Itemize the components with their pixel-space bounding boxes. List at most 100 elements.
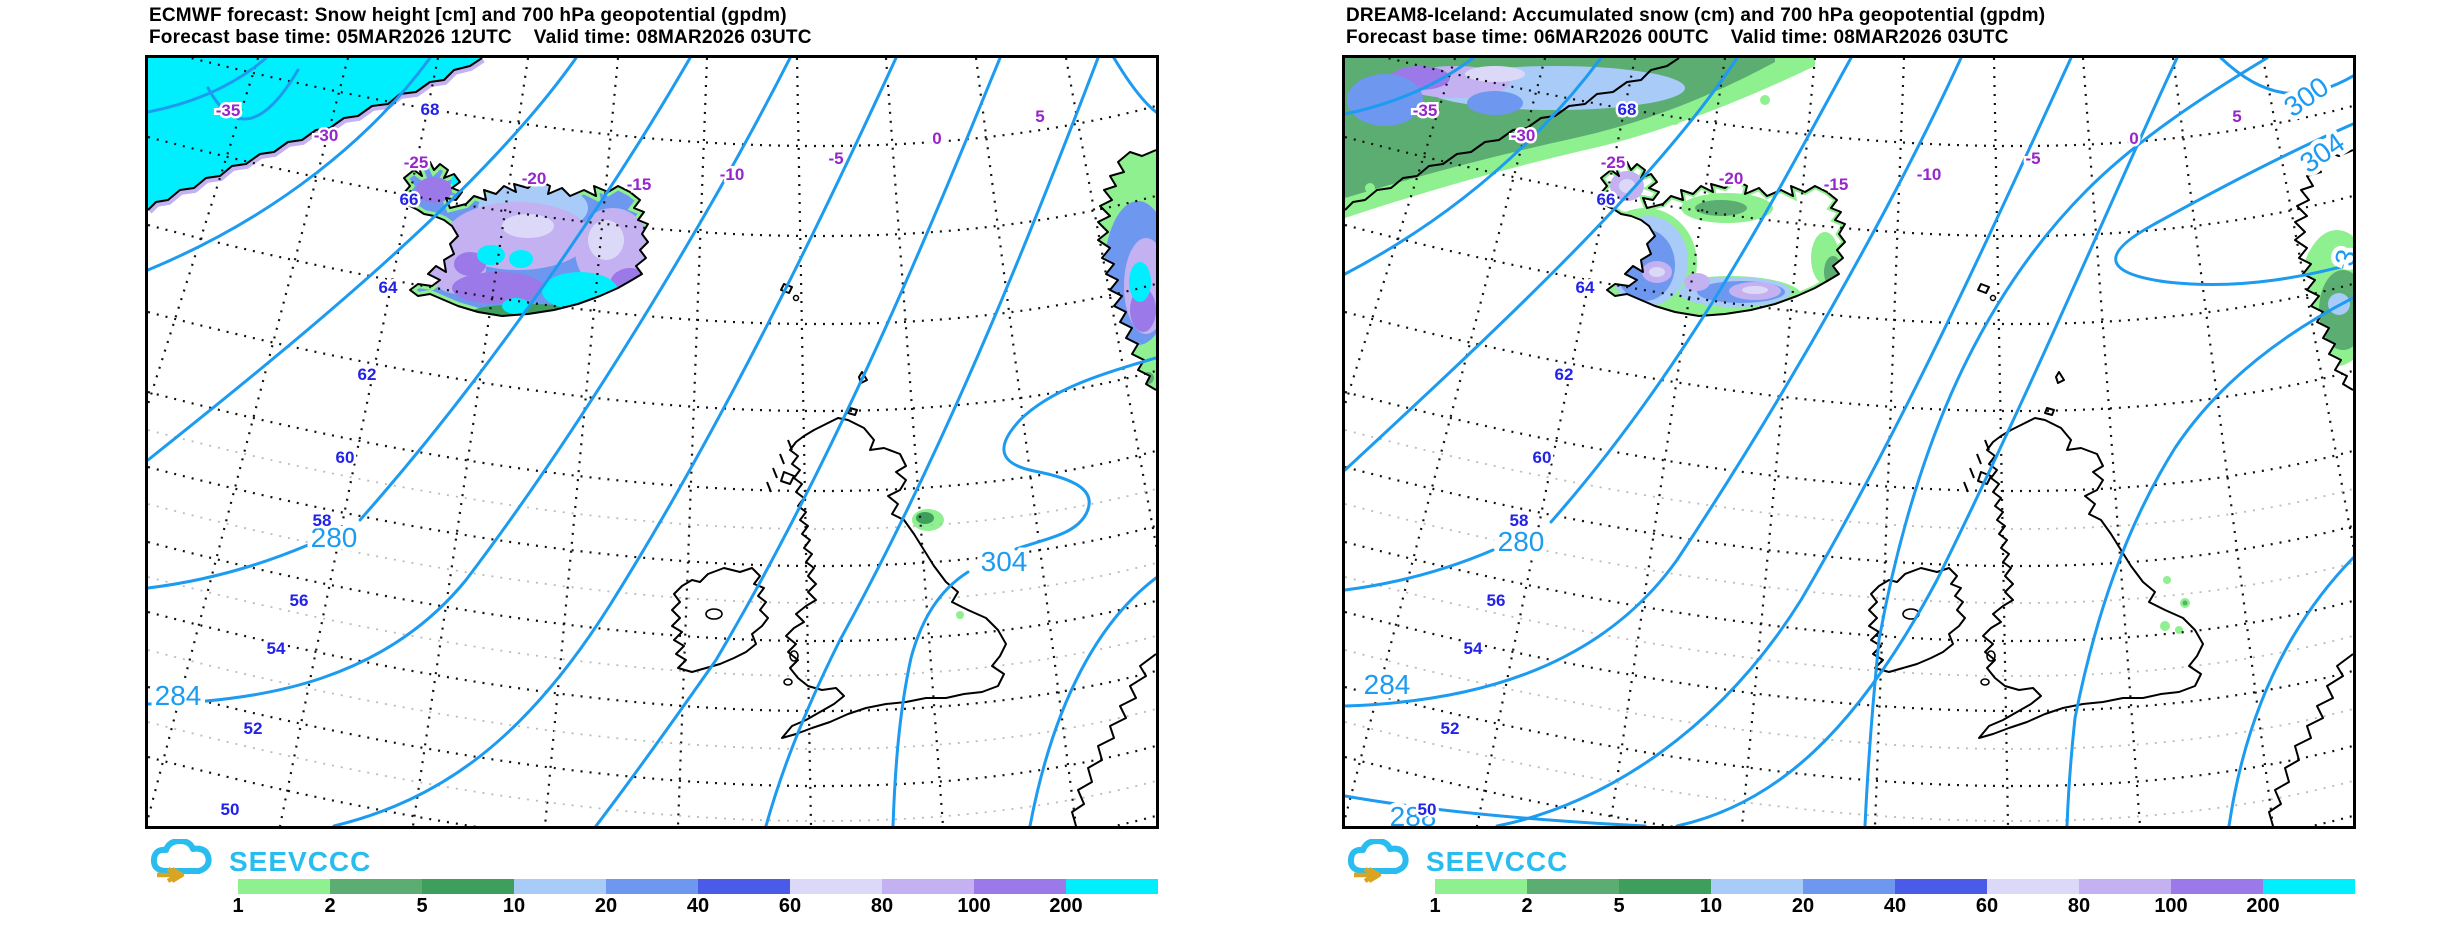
contour-label-280: 280 (311, 522, 358, 553)
colorbar-segment (2171, 879, 2263, 894)
svg-text:-10: -10 (1917, 165, 1942, 184)
svg-text:-35: -35 (216, 101, 241, 120)
svg-text:5: 5 (2232, 107, 2241, 126)
colorbar-tick-label: 40 (686, 895, 710, 917)
svg-text:-25: -25 (404, 153, 429, 172)
seevccc-cloud-icon (1347, 839, 1409, 883)
seevccc-logo-text: SEEVCCC (1426, 846, 1569, 877)
svg-text:54: 54 (1464, 639, 1483, 658)
forecast-map-dream8: 280 284 288 300 304 3 68 66 64 62 60 58 … (1345, 58, 2353, 826)
svg-text:-5: -5 (828, 149, 843, 168)
colorbar-tick-label: 100 (957, 895, 991, 917)
svg-text:68: 68 (1618, 100, 1637, 119)
svg-text:64: 64 (379, 278, 398, 297)
colorbar-segment (1066, 879, 1158, 894)
geopotential-contours (148, 58, 1156, 826)
svg-text:50: 50 (221, 800, 240, 819)
panel-dream8: DREAM8-Iceland: Accumulated snow (cm) an… (1342, 0, 2372, 925)
svg-text:66: 66 (1597, 190, 1616, 209)
basemap (1345, 58, 2353, 826)
colorbar-tick-label: 1 (232, 895, 244, 917)
colorbar-segment (330, 879, 422, 894)
colorbar-tick-label: 5 (1613, 895, 1625, 917)
colorbar-tick-label: 10 (502, 895, 526, 917)
svg-text:5: 5 (1035, 107, 1044, 126)
colorbar-tick-label: 100 (2154, 895, 2188, 917)
colorbar-segment (790, 879, 882, 894)
seevccc-logo-text: SEEVCCC (229, 846, 372, 877)
colorbar-segment (1527, 879, 1619, 894)
svg-text:0: 0 (932, 129, 941, 148)
svg-text:-30: -30 (314, 126, 339, 145)
colorbar-tick-label: 2 (1521, 895, 1533, 917)
svg-text:-20: -20 (1719, 169, 1744, 188)
map-subtitle: Forecast base time: 05MAR2026 12UTC Vali… (149, 27, 812, 48)
colorbar-segment (974, 879, 1066, 894)
colorbar-segment (1435, 879, 1527, 894)
colorbar-tick-label: 60 (778, 895, 802, 917)
longitude-labels: -35 -30 -25 -20 -15 -10 -5 0 5 (1410, 99, 2244, 197)
colorbar-tick-label: 20 (1791, 895, 1815, 917)
contour-label-284: 284 (1364, 669, 1411, 700)
colorbar-segment (1619, 879, 1711, 894)
contour-label-288: 288 (1390, 801, 1437, 826)
svg-text:-15: -15 (627, 175, 652, 194)
colorbar-segment (882, 879, 974, 894)
map-frame-ecmwf: 280 284 304 68 66 64 62 60 58 56 54 52 5… (145, 55, 1159, 829)
svg-text:60: 60 (1533, 448, 1552, 467)
seevccc-logo: SEEVCCC (1342, 838, 1568, 886)
map-title: ECMWF forecast: Snow height [cm] and 700… (149, 5, 787, 26)
colorbar-tick-label: 60 (1975, 895, 1999, 917)
colorbar-tick-label: 40 (1883, 895, 1907, 917)
latitude-labels: 68 66 64 62 60 58 56 54 52 50 (218, 98, 442, 822)
svg-text:52: 52 (1441, 719, 1460, 738)
colorbar-segment (698, 879, 790, 894)
map-title: DREAM8-Iceland: Accumulated snow (cm) an… (1346, 5, 2046, 26)
svg-text:64: 64 (1576, 278, 1595, 297)
colorbar-segment (238, 879, 330, 894)
colorbar-segment (1803, 879, 1895, 894)
colorbar-tick-label: 5 (416, 895, 428, 917)
longitude-labels: -35 -30 -25 -20 -15 -10 -5 0 5 (213, 99, 1047, 197)
contour-label-304: 304 (981, 546, 1028, 577)
snow-specks-england (2160, 576, 2190, 634)
map-frame-dream8: 280 284 288 300 304 3 68 66 64 62 60 58 … (1342, 55, 2356, 829)
svg-text:-35: -35 (1413, 101, 1438, 120)
colorbar-tick-label: 1 (1429, 895, 1441, 917)
svg-text:-10: -10 (720, 165, 745, 184)
contour-label-280: 280 (1498, 526, 1545, 557)
seevccc-logo: SEEVCCC (145, 838, 371, 886)
forecast-map-ecmwf: 280 284 304 68 66 64 62 60 58 56 54 52 5… (148, 58, 1156, 826)
svg-text:58: 58 (1510, 511, 1529, 530)
svg-text:-5: -5 (2025, 149, 2040, 168)
latitude-labels: 68 66 64 62 60 58 56 54 52 50 (1415, 98, 1639, 822)
svg-text:56: 56 (1487, 591, 1506, 610)
svg-text:56: 56 (290, 591, 309, 610)
seevccc-cloud-icon (150, 839, 212, 883)
svg-text:50: 50 (1418, 800, 1437, 819)
svg-text:58: 58 (313, 511, 332, 530)
svg-text:54: 54 (267, 639, 286, 658)
colorbar-tick-label: 20 (594, 895, 618, 917)
colorbar-segment (1895, 879, 1987, 894)
colorbar-tick-label: 200 (1049, 895, 1083, 917)
panel-ecmwf: ECMWF forecast: Snow height [cm] and 700… (145, 0, 1175, 925)
contour-label-284: 284 (155, 680, 202, 711)
geopotential-contours (1345, 58, 2353, 826)
colorbar-segment (1987, 879, 2079, 894)
colorbar-tick-label: 2 (324, 895, 336, 917)
svg-text:62: 62 (1555, 365, 1574, 384)
snow-colorbar-ticks: 1 2 5 10 20 40 60 80 100 200 (232, 895, 1178, 921)
svg-text:60: 60 (336, 448, 355, 467)
snow-colorbar-ticks: 1 2 5 10 20 40 60 80 100 200 (1429, 895, 2375, 921)
colorbar-segment (422, 879, 514, 894)
colorbar-segment (1711, 879, 1803, 894)
svg-text:0: 0 (2129, 129, 2138, 148)
colorbar-segment (514, 879, 606, 894)
svg-text:66: 66 (400, 190, 419, 209)
svg-text:-15: -15 (1824, 175, 1849, 194)
colorbar-segment (2263, 879, 2355, 894)
snow-fill-layer (1345, 58, 2353, 634)
colorbar-tick-label: 80 (870, 895, 894, 917)
svg-text:68: 68 (421, 100, 440, 119)
